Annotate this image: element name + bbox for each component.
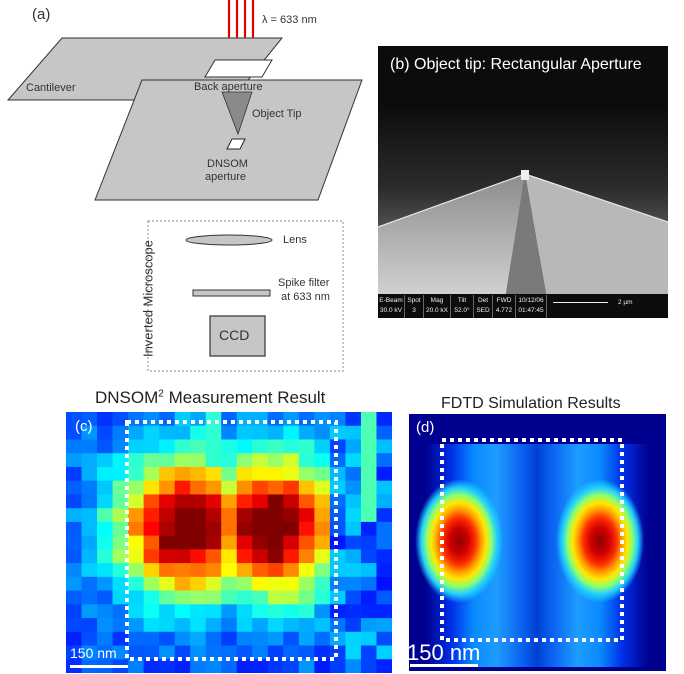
tip-center-face <box>506 174 546 294</box>
panel-d-title: FDTD Simulation Results <box>441 395 621 412</box>
hotspot-right <box>556 479 644 603</box>
sem-info-cell: Mag 20.0 kX <box>424 295 451 318</box>
dnsom-aperture-label-1: DNSOM <box>207 158 248 170</box>
spike-filter-label-1: Spike filter <box>278 277 330 289</box>
wavelength-label: λ = 633 nm <box>262 14 317 26</box>
lens-shape <box>185 234 273 246</box>
object-tip-label: Object Tip <box>252 108 302 120</box>
sem-info-cell: Tilt 52.0° <box>451 295 474 318</box>
simulation-field <box>409 414 666 671</box>
back-aperture <box>204 59 273 78</box>
tip-left-face <box>378 174 525 294</box>
sem-info-cell: Spot 3 <box>405 295 424 318</box>
cantilever-label: Cantilever <box>26 82 76 94</box>
sem-scale-label: 2 µm <box>618 299 633 306</box>
panel-c-title: DNSOM2 Measurement Result <box>95 388 326 407</box>
sem-info-cell: 10/12/06 01:47:45 <box>516 295 547 318</box>
panel-c-label: (c) <box>75 418 93 435</box>
ccd-label: CCD <box>219 327 250 343</box>
panel-d-label: (d) <box>416 419 435 436</box>
sem-info-cell: FWD 4.772 <box>493 295 516 318</box>
panel-c-scale-label: 150 nm <box>70 645 117 661</box>
microscope-box <box>147 220 344 372</box>
tip-right-face <box>525 174 668 294</box>
panel-d-scalebar <box>410 664 478 667</box>
sem-info-cell: E-Beam 30.0 kV <box>378 295 405 318</box>
dnsom-aperture-label-2: aperture <box>205 171 246 183</box>
aperture-outline <box>440 438 624 642</box>
back-aperture-label: Back aperture <box>194 81 263 93</box>
sem-info-cell: Det SED <box>474 295 493 318</box>
panel-d-scale-label: 150 nm <box>407 640 481 665</box>
panel-c-scalebar <box>70 665 128 668</box>
heatmap-cells <box>66 412 392 673</box>
dnsom-aperture <box>226 138 246 150</box>
sem-title: (b) Object tip: Rectangular Aperture <box>390 56 642 73</box>
panel-a-label: (a) <box>32 6 51 23</box>
ccd-box <box>209 315 266 357</box>
aperture-outline <box>125 420 338 661</box>
sample-plane <box>94 79 363 201</box>
spike-filter-label-2: at 633 nm <box>281 291 330 303</box>
spike-filter-shape <box>192 289 271 297</box>
sem-scalebar: 2 µm <box>547 295 668 318</box>
schematic-diagram <box>6 0 363 372</box>
sem-image <box>378 46 668 318</box>
sem-info-bar: E-Beam 30.0 kV Spot 3 Mag 20.0 kX Tilt 52.0° Det… <box>378 295 668 318</box>
inverted-microscope-label: Inverted Microscope <box>140 239 156 358</box>
tip-aperture <box>521 170 529 180</box>
lens-label: Lens <box>283 234 307 246</box>
hotspot-left <box>415 479 503 603</box>
measurement-heatmap <box>66 412 392 673</box>
